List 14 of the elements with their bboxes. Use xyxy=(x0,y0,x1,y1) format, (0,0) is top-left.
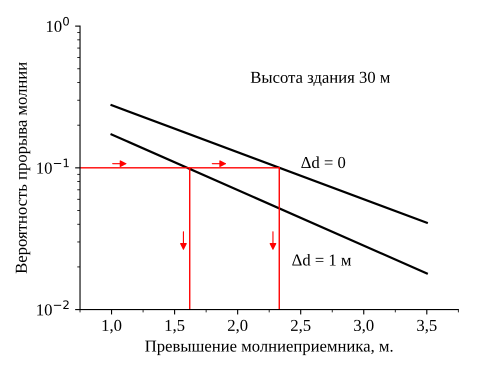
y-axis-title: Вероятность прорыва молнии xyxy=(16,62,30,274)
series-label: Δd = 0 xyxy=(301,156,346,168)
x-tick-label: 1,5 xyxy=(166,320,184,334)
x-tick-label: 3,0 xyxy=(354,320,374,334)
x-axis-title: Превышение молниеприемника, м. xyxy=(145,340,393,356)
y-tick-label: 10$^{−1}$ xyxy=(37,158,69,174)
x-tick-label: 1,0 xyxy=(102,320,122,334)
x-tick-label: 3,5 xyxy=(417,320,437,334)
series-label: Δd = 1 м xyxy=(292,254,352,266)
y-tick-label: 10$^{−2}$ xyxy=(37,300,69,316)
y-tick-label: 10$^{0}$ xyxy=(46,16,69,32)
x-tick-label: 2,0 xyxy=(228,320,248,334)
annotation: Высота здания 30 м xyxy=(250,72,390,86)
x-tick-label: 2,5 xyxy=(291,320,310,334)
